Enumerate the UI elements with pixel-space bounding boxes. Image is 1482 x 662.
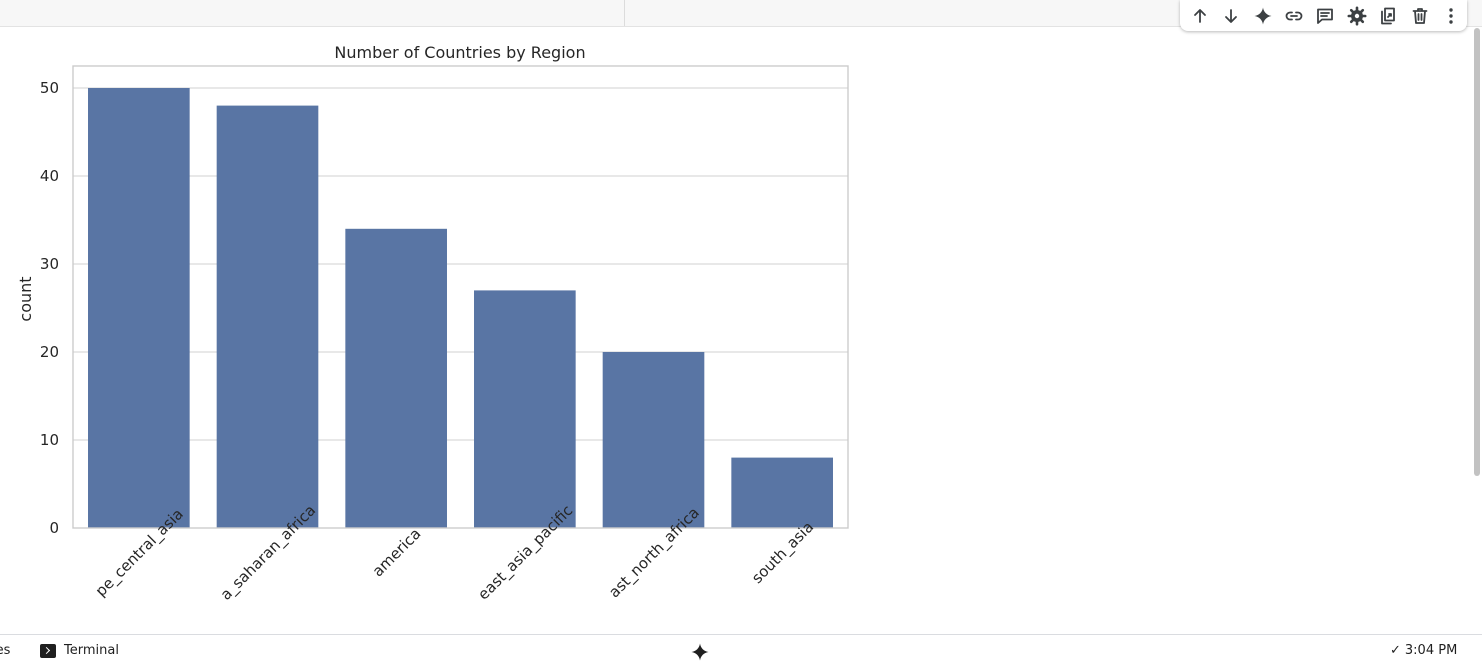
y-tick-labels: 0 10 20 30 40 50 (40, 79, 59, 537)
check-icon: ✓ (1390, 643, 1401, 658)
copy-link-button[interactable] (1278, 1, 1309, 31)
y-tick-label: 40 (40, 167, 59, 185)
files-tab-label[interactable]: les (0, 643, 11, 658)
gemini-button[interactable] (1247, 1, 1278, 31)
arrow-down-icon (1225, 8, 1238, 23)
mirror-cell-icon (1381, 7, 1396, 24)
strip-divider (624, 0, 625, 26)
link-icon (1285, 11, 1303, 20)
x-tick-label: america (369, 525, 425, 581)
cell-toolbar (1180, 0, 1467, 31)
y-tick-label: 30 (40, 255, 59, 273)
y-axis-label: count (16, 276, 35, 321)
y-tick-label: 0 (49, 519, 59, 537)
gear-icon (1347, 6, 1367, 25)
bar-1 (216, 105, 319, 528)
terminal-button[interactable]: Terminal (40, 643, 119, 658)
sparkle-icon (1254, 7, 1272, 24)
bar-4 (602, 352, 705, 528)
status-bar: les Terminal ✓ 3:04 PM (0, 634, 1482, 661)
scrollbar-thumb[interactable] (1474, 28, 1480, 476)
status-time: ✓ 3:04 PM (1390, 643, 1457, 658)
move-cell-down-button[interactable] (1215, 1, 1246, 31)
cell-settings-button[interactable] (1341, 1, 1372, 31)
comment-icon (1317, 8, 1334, 24)
chart-title: Number of Countries by Region (334, 43, 585, 62)
more-vert-icon (1449, 7, 1453, 24)
more-actions-button[interactable] (1436, 1, 1467, 31)
terminal-icon (40, 643, 56, 658)
plot-background (73, 66, 848, 528)
terminal-label: Terminal (64, 643, 119, 658)
add-comment-button[interactable] (1310, 1, 1341, 31)
bar-2 (345, 228, 447, 529)
plot-frame (72, 65, 849, 529)
move-cell-up-button[interactable] (1184, 1, 1215, 31)
output-scrollbar[interactable] (1472, 26, 1482, 634)
bars (88, 88, 833, 529)
arrow-up-icon (1193, 8, 1206, 23)
mirror-cell-button[interactable] (1373, 1, 1404, 31)
y-tick-label: 20 (40, 343, 59, 361)
bar-3 (474, 290, 576, 528)
time-label: 3:04 PM (1404, 643, 1458, 658)
delete-cell-button[interactable] (1404, 1, 1435, 31)
y-tick-label: 10 (40, 431, 59, 449)
bar-0 (88, 88, 190, 528)
bar-5 (731, 457, 833, 528)
y-tick-label: 50 (40, 79, 59, 97)
sparkle-icon[interactable] (690, 642, 710, 662)
trash-icon (1412, 7, 1428, 24)
